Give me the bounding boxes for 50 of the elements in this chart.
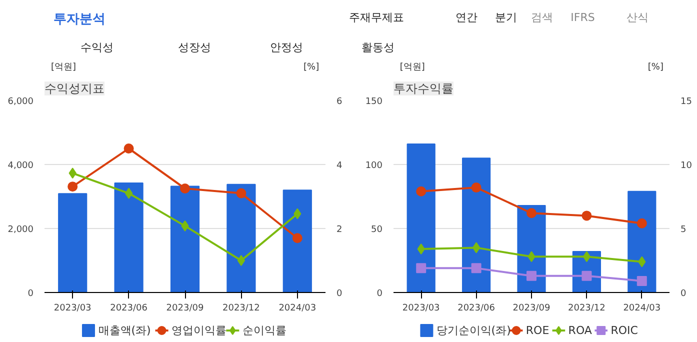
- y2-tick-label: 15: [680, 97, 692, 107]
- x-tick-label: 2024/03: [278, 304, 316, 314]
- x-tick-label: 2023/12: [568, 304, 605, 314]
- text: 수익성: [80, 40, 114, 54]
- x-tick-label: 2023/09: [512, 304, 550, 314]
- text: 투자분석: [54, 12, 106, 27]
- y-axis-title: [억원]: [51, 62, 76, 72]
- y2-tick-label: 5: [680, 225, 686, 235]
- y-tick-label: 0: [376, 289, 382, 299]
- text: 산식: [626, 10, 649, 24]
- y-axis-title: [억원]: [399, 62, 424, 72]
- y-tick-label: 50: [370, 225, 382, 235]
- y2-tick-label: 6: [336, 97, 342, 107]
- legend-label: 영업이익률: [172, 324, 227, 337]
- text: 검색: [531, 10, 554, 24]
- x-tick-label: 2023/06: [110, 304, 148, 314]
- text: 연간: [455, 10, 478, 24]
- y2-tick-label: 0: [336, 289, 342, 299]
- y-tick-label: 100: [364, 161, 382, 171]
- legend-label: 매출액(좌): [98, 324, 151, 337]
- y-tick-label: 0: [28, 289, 34, 299]
- chart-title: 수익성지표: [44, 82, 104, 96]
- y-tick-label: 2,000: [8, 225, 34, 235]
- y-tick-label: 150: [364, 97, 382, 107]
- x-tick-label: 2023/03: [54, 304, 92, 314]
- text: IFRS: [570, 10, 595, 24]
- x-tick-label: 2023/09: [166, 304, 204, 314]
- text: 활동성: [362, 40, 395, 54]
- y2-tick-label: 2: [336, 225, 342, 235]
- legend-label: ROA: [568, 324, 592, 337]
- y2-tick-label: 4: [336, 161, 342, 171]
- x-tick-label: 2023/06: [457, 304, 495, 314]
- legend-label: ROIC: [610, 324, 638, 337]
- x-tick-label: 2023/03: [402, 304, 440, 314]
- text: 주재무제표: [349, 10, 404, 24]
- y-tick-label: 6,000: [8, 97, 34, 107]
- legend-label: 순이익률: [242, 324, 286, 337]
- x-tick-label: 2023/12: [222, 304, 260, 314]
- legend-label: 당기순이익(좌): [436, 324, 510, 337]
- text: 분기: [495, 10, 517, 24]
- y2-axis-title: [%]: [647, 62, 663, 72]
- text: 안정성: [270, 40, 303, 54]
- y2-tick-label: 0: [680, 289, 686, 299]
- y2-axis-title: [%]: [304, 62, 320, 72]
- y2-tick-label: 10: [680, 161, 692, 171]
- legend-label: ROE: [525, 324, 549, 337]
- chart-title: 투자수익률: [393, 82, 453, 96]
- y-tick-label: 4,000: [8, 161, 34, 171]
- text: 성장성: [178, 40, 211, 54]
- x-tick-label: 2024/03: [622, 304, 660, 314]
